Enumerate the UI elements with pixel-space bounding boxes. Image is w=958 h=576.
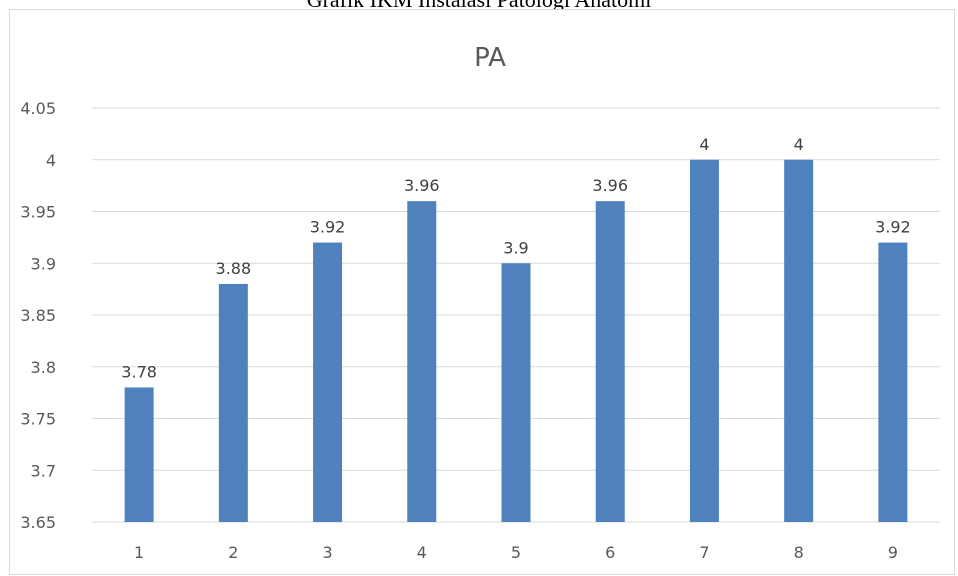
y-tick-label-3: 3.8: [31, 358, 56, 377]
y-axis: 3.65 3.7 3.75 3.8 3.85 3.9 3.95 4 4.05: [20, 99, 56, 532]
bars: [124, 159, 908, 523]
data-label-2: 3.88: [216, 259, 252, 278]
data-label-8: 4: [794, 135, 804, 154]
data-label-1: 3.78: [121, 362, 157, 381]
x-tick-label-5: 5: [511, 543, 521, 562]
data-labels: 3.78 3.88 3.92 3.96 3.9 3.96 4 4 3.92: [121, 135, 910, 382]
data-label-9: 3.92: [875, 218, 911, 237]
y-tick-label-1: 3.7: [31, 461, 56, 480]
bar-2: [218, 283, 248, 522]
y-tick-label-6: 3.95: [20, 203, 56, 222]
bar-5: [501, 263, 531, 522]
chart-title: PA: [474, 43, 506, 73]
bar-6: [595, 201, 625, 522]
y-tick-label-8: 4.05: [20, 99, 56, 118]
bar-1: [124, 387, 154, 522]
x-tick-label-1: 1: [134, 543, 144, 562]
y-tick-label-0: 3.65: [20, 513, 56, 532]
data-label-7: 4: [699, 135, 709, 154]
bar-4: [407, 201, 437, 522]
data-label-6: 3.96: [592, 176, 628, 195]
x-tick-label-9: 9: [888, 543, 898, 562]
bar-9: [878, 242, 908, 523]
y-tick-label-5: 3.9: [31, 254, 56, 273]
x-tick-label-2: 2: [228, 543, 238, 562]
y-tick-label-7: 4: [46, 151, 56, 170]
x-axis: 1 2 3 4 5 6 7 8 9: [134, 543, 898, 562]
x-tick-label-7: 7: [699, 543, 709, 562]
bar-7: [689, 159, 719, 522]
data-label-5: 3.9: [503, 238, 528, 257]
bar-3: [313, 242, 343, 523]
x-tick-label-4: 4: [417, 543, 427, 562]
x-tick-label-6: 6: [605, 543, 615, 562]
x-tick-label-3: 3: [322, 543, 332, 562]
y-tick-label-2: 3.75: [20, 410, 56, 429]
bar-8: [784, 159, 814, 522]
data-label-3: 3.92: [310, 218, 346, 237]
data-label-4: 3.96: [404, 176, 440, 195]
x-tick-label-8: 8: [794, 543, 804, 562]
y-tick-label-4: 3.85: [20, 306, 56, 325]
